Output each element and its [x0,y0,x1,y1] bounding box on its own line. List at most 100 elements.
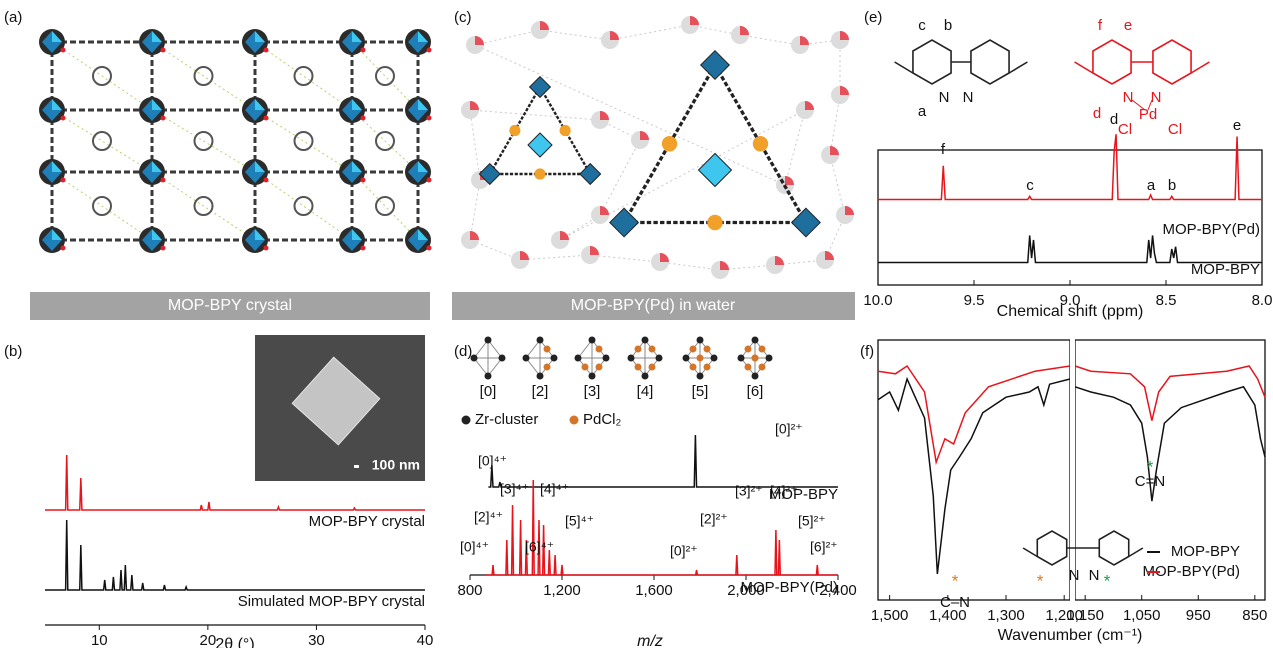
water-o [660,253,669,262]
structure-label: c [918,17,926,34]
oxygen [361,116,366,121]
water-link [470,110,600,120]
oxygen [161,48,166,53]
zr-cluster [580,164,601,185]
oxygen [61,246,66,251]
water-link [740,35,800,45]
spectrum-line [1075,387,1265,501]
water-o [830,146,839,155]
x-axis-title: Wavenumber (cm⁻¹) [998,627,1143,644]
x-tick-label: 10.0 [863,292,892,309]
water-o [805,101,814,110]
pd-dot [690,364,697,371]
peak-annotation: [3]²⁺ [735,483,763,499]
ring [913,40,951,84]
zr-dot [575,355,582,362]
axis-break [1070,336,1075,604]
zr-dot [537,373,544,380]
scale-bar [354,465,359,468]
plot-frame [1075,340,1265,600]
pd-dot [544,346,551,353]
zr-dot [752,373,759,380]
zr-dot [537,337,544,344]
zr-cluster [701,51,730,80]
structure-label: a [918,103,927,120]
x-tick-label: 10 [91,632,108,648]
structure-label: N [1089,567,1100,584]
structure-label: N [1069,567,1080,584]
x-axis-title: 2θ (°) [215,636,254,648]
ring [376,67,394,85]
water-o [840,31,849,40]
series-label: MOP-BPY [1191,261,1260,278]
x-tick-label: 1,050 [1123,607,1161,624]
water-link [660,262,720,270]
zr-dot [551,355,558,362]
oxygen [427,116,432,121]
zr-dot [752,337,759,344]
zr-dot [603,355,610,362]
zr-cluster [530,77,551,98]
ring [1099,531,1128,565]
oxygen [264,48,269,53]
methyl [1023,548,1037,557]
pd-site [509,125,520,136]
structure-label: d [1093,105,1101,122]
cage-frame [624,65,806,223]
pd-dot [690,346,697,353]
legend-swatch [462,416,471,425]
pd-dot [759,364,766,371]
x-axis-title: m/z [637,633,663,648]
peak-annotation: [0]⁴⁺ [478,453,507,469]
cluster-label: [0] [480,383,497,400]
x-tick-label: 1,600 [635,582,673,599]
zr-dot [589,337,596,344]
ring [1153,40,1191,84]
water-link [520,255,590,260]
structure-label: Pd [1139,106,1157,123]
panel-label: (a) [4,9,22,26]
x-tick-label: 950 [1186,607,1211,624]
structure-label: N [1123,89,1134,106]
pd-dot [582,364,589,371]
methyl [895,62,913,73]
pd-dot [697,355,704,362]
oxygen [161,246,166,251]
zr-dot [738,355,745,362]
water-link [470,180,480,240]
peak-annotation: [6]⁴⁺ [525,539,554,555]
water-link [475,30,540,45]
zr-cluster [792,208,821,237]
zr-dot [697,337,704,344]
panel-label: (f) [860,343,874,360]
oxygen [361,178,366,183]
zr-cluster [528,133,552,157]
x-tick-label: 1,150 [1066,607,1104,624]
water-o [590,246,599,255]
zr-dot [656,355,663,362]
water-link [610,25,690,40]
methyl [1009,62,1027,73]
series-label: Simulated MOP-BPY crystal [238,593,425,610]
structure-label: Cl [1118,121,1132,138]
panel-label: (b) [4,343,22,360]
peak-annotation: [2]⁴⁺ [474,509,503,525]
water-o [475,36,484,45]
zr-dot [766,355,773,362]
pd-site [707,215,722,230]
ring [376,197,394,215]
zr-dot [642,337,649,344]
legend-label: PdCl₂ [583,411,622,428]
water-link [830,155,845,215]
peak-label: b [1168,177,1176,194]
water-o [610,31,619,40]
peak-annotation: [6]²⁺ [810,539,838,555]
figure: MOP-BPY crystal MOP-BPY(Pd) in water (a)… [0,0,1273,648]
pd-site [560,125,571,136]
oxygen [427,178,432,183]
water-o [775,256,784,265]
zr-dot [485,337,492,344]
zr-dot [471,355,478,362]
methyl [1075,62,1093,73]
zr-dot [683,355,690,362]
